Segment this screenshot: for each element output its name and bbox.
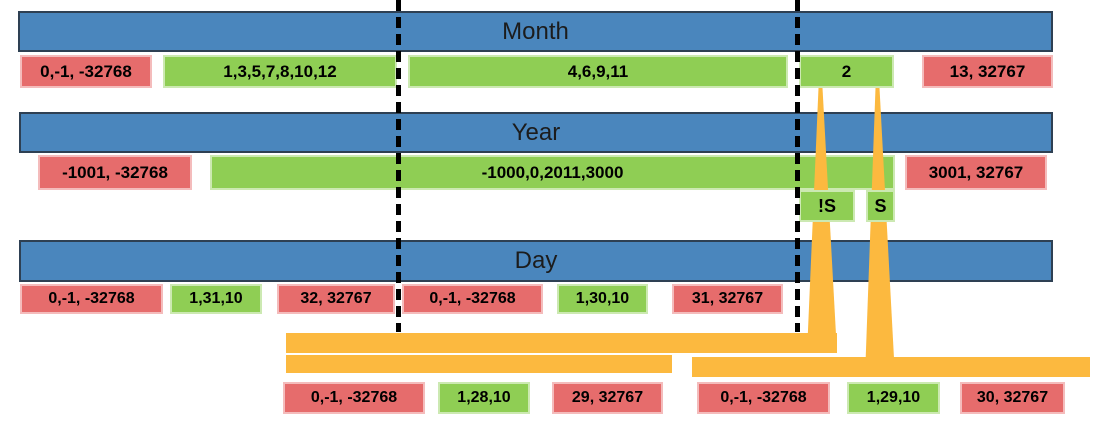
month-domain-bar: Month — [18, 11, 1053, 52]
february-leap-domain-bar — [692, 357, 1090, 377]
day-class-below-range-31: 0,-1, -32768 — [20, 284, 163, 314]
year-domain-bar: Year — [19, 112, 1053, 153]
partition-divider-line-2 — [795, 0, 800, 332]
year-class-leap: S — [866, 190, 895, 222]
nonleap-connector-bracket-bar — [286, 333, 837, 353]
day-class-1-to-30: 1,30,10 — [557, 284, 648, 314]
month-class-february: 2 — [799, 55, 894, 88]
year-title: Year — [511, 118, 561, 146]
day-title: Day — [514, 247, 558, 274]
day-class-1-to-31: 1,31,10 — [170, 284, 262, 314]
february-common-domain-bar — [286, 355, 672, 373]
year-class-below-range: -1001, -32768 — [38, 155, 192, 190]
month-class-above-range: 13, 32767 — [922, 55, 1053, 88]
day-class-below-range-30: 0,-1, -32768 — [402, 284, 543, 314]
year-class-valid-range: -1000,0,2011,3000 — [210, 155, 895, 190]
febcommon-class-1-to-28: 1,28,10 — [438, 382, 530, 414]
day-domain-bar: Day — [19, 240, 1053, 282]
febleap-class-above-29: 30, 32767 — [960, 382, 1065, 414]
febcommon-class-below-range: 0,-1, -32768 — [283, 382, 425, 414]
day-class-above-30: 31, 32767 — [672, 284, 783, 314]
partition-divider-line-1 — [396, 0, 401, 332]
febleap-class-below-range: 0,-1, -32768 — [697, 382, 830, 414]
year-class-nonleap: !S — [799, 190, 855, 222]
month-class-31-day-months: 1,3,5,7,8,10,12 — [163, 55, 397, 88]
month-class-30-day-months: 4,6,9,11 — [408, 55, 788, 88]
year-class-above-range: 3001, 32767 — [905, 155, 1047, 190]
febcommon-class-above-28: 29, 32767 — [552, 382, 663, 414]
febleap-class-1-to-29: 1,29,10 — [847, 382, 940, 414]
month-class-below-range: 0,-1, -32768 — [20, 55, 152, 88]
day-class-above-31: 32, 32767 — [277, 284, 395, 314]
month-title: Month — [502, 17, 569, 45]
